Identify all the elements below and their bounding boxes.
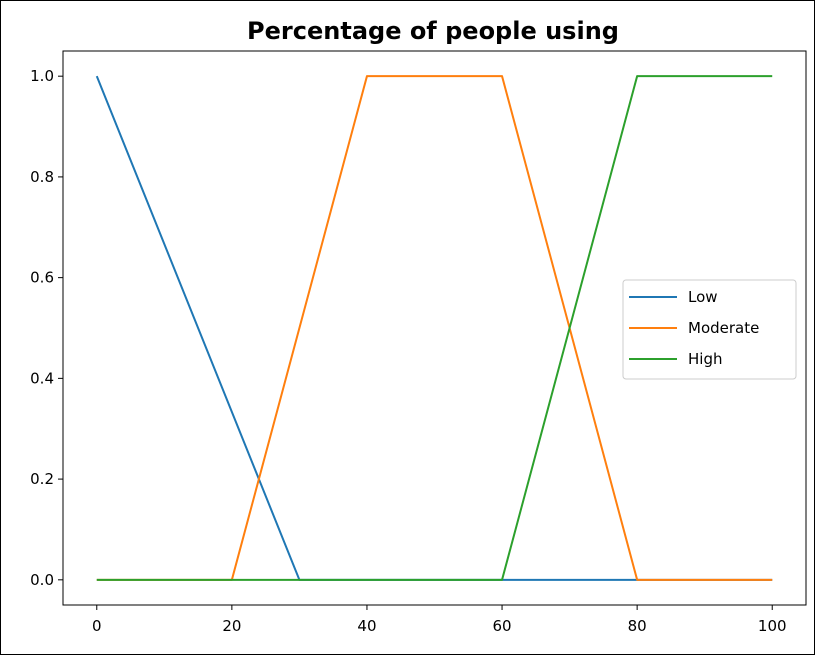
x-tick-label: 100 <box>758 617 787 635</box>
legend-box <box>622 279 797 380</box>
legend-label-low: Low <box>688 288 718 306</box>
legend-label-moderate: Moderate <box>688 319 759 337</box>
x-tick-label: 0 <box>92 617 102 635</box>
y-tick-label: 0.2 <box>30 470 54 488</box>
y-tick-label: 0.4 <box>30 369 54 387</box>
y-tick-label: 0.0 <box>30 571 54 589</box>
x-tick-label: 80 <box>628 617 647 635</box>
legend: Low Moderate High <box>622 279 797 380</box>
series-lines <box>95 75 773 581</box>
chart-title: Percentage of people using <box>247 17 619 45</box>
y-tick-label: 1.0 <box>30 67 54 85</box>
x-tick-label: 20 <box>222 617 241 635</box>
legend-label-high: High <box>688 350 722 368</box>
y-tick-label: 0.8 <box>30 168 54 186</box>
x-tick-label: 40 <box>357 617 376 635</box>
series-line-high <box>96 75 773 581</box>
plot-area-border <box>62 50 807 606</box>
x-tick-label: 60 <box>492 617 511 635</box>
axis-ticks: 0 20 40 60 80 100 0.0 0.2 0.4 0.6 0.8 1.0 <box>30 67 786 635</box>
y-tick-label: 0.6 <box>30 269 54 287</box>
